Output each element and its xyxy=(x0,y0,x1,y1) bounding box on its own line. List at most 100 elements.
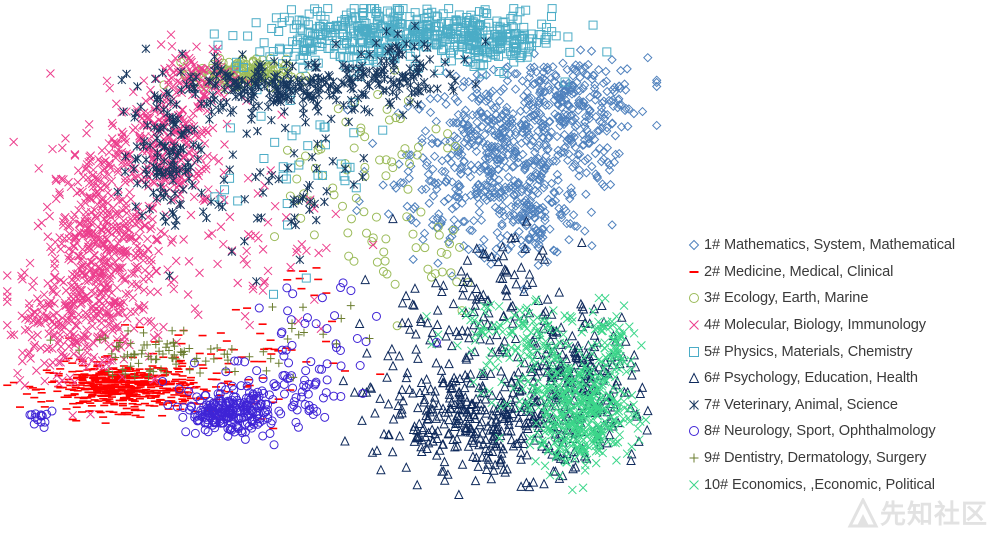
data-point xyxy=(105,300,114,309)
data-point xyxy=(329,77,338,87)
data-point xyxy=(357,61,367,71)
data-point xyxy=(221,71,230,81)
data-point xyxy=(166,127,176,137)
data-point xyxy=(270,232,280,242)
data-point xyxy=(186,401,196,411)
data-point xyxy=(365,50,375,59)
data-point xyxy=(459,382,470,393)
data-point xyxy=(515,34,525,44)
data-point xyxy=(341,117,351,127)
data-point xyxy=(103,285,113,294)
data-point xyxy=(521,215,532,226)
data-point xyxy=(255,60,265,69)
data-point xyxy=(408,254,418,265)
data-point xyxy=(292,247,301,257)
data-point xyxy=(404,173,414,183)
data-point xyxy=(39,422,49,432)
data-point xyxy=(120,134,130,144)
data-point xyxy=(620,85,631,95)
data-point xyxy=(76,200,86,210)
data-point xyxy=(105,228,115,238)
data-point xyxy=(110,257,120,267)
data-point xyxy=(48,317,57,326)
data-point xyxy=(295,157,305,167)
data-point xyxy=(597,179,608,189)
data-point xyxy=(107,176,116,186)
data-point xyxy=(441,330,451,341)
data-point xyxy=(49,273,59,282)
data-point xyxy=(356,38,366,48)
data-point xyxy=(253,126,262,136)
data-point xyxy=(205,115,214,124)
data-point xyxy=(498,404,509,414)
data-point xyxy=(373,78,383,88)
data-point xyxy=(166,278,176,287)
data-point xyxy=(505,394,516,404)
data-point xyxy=(33,221,43,231)
data-point xyxy=(546,197,557,208)
data-point xyxy=(406,80,415,90)
data-point xyxy=(139,300,149,310)
data-point xyxy=(462,325,473,336)
data-point xyxy=(546,73,556,83)
data-point xyxy=(609,157,620,167)
data-point xyxy=(361,387,372,397)
data-point xyxy=(500,185,510,195)
data-point xyxy=(168,138,178,148)
data-point xyxy=(118,246,128,256)
data-point xyxy=(398,73,408,83)
data-point xyxy=(574,165,585,175)
data-point xyxy=(112,226,121,236)
data-point xyxy=(60,213,69,223)
data-point xyxy=(225,212,235,222)
data-point xyxy=(510,402,520,413)
data-point xyxy=(103,198,113,208)
data-point xyxy=(353,73,363,82)
data-point xyxy=(254,303,264,313)
data-point xyxy=(86,264,95,274)
data-point xyxy=(454,10,464,20)
data-point xyxy=(405,324,415,334)
data-point xyxy=(457,459,468,469)
data-point xyxy=(472,185,482,196)
data-point xyxy=(134,301,144,311)
data-point xyxy=(513,177,524,188)
data-point xyxy=(214,105,224,115)
data-point xyxy=(192,392,202,402)
data-point xyxy=(160,229,170,239)
data-point xyxy=(120,167,130,177)
data-point xyxy=(401,372,412,383)
data-point xyxy=(449,215,459,225)
data-point xyxy=(185,148,195,158)
data-point xyxy=(190,357,199,366)
data-point xyxy=(176,130,186,140)
data-point xyxy=(81,276,90,286)
data-point xyxy=(137,175,147,185)
data-point xyxy=(346,214,356,224)
scatter-plot-area xyxy=(2,4,662,500)
data-point xyxy=(81,163,91,173)
data-point xyxy=(485,368,496,378)
data-point xyxy=(519,22,529,32)
data-point xyxy=(189,125,199,134)
data-point xyxy=(120,274,130,284)
data-point xyxy=(227,381,237,391)
data-point xyxy=(575,60,585,71)
data-point xyxy=(495,154,505,164)
data-point xyxy=(428,164,438,174)
data-point xyxy=(403,317,414,327)
data-point xyxy=(204,77,214,87)
data-point xyxy=(465,124,476,135)
data-point xyxy=(167,238,176,247)
data-point xyxy=(85,230,95,240)
data-point xyxy=(202,400,212,410)
data-point xyxy=(482,296,493,306)
data-point xyxy=(433,178,444,188)
data-point xyxy=(360,274,371,285)
data-point xyxy=(482,115,492,126)
data-point xyxy=(589,83,600,94)
data-point xyxy=(240,434,250,444)
data-point xyxy=(309,77,319,87)
data-point xyxy=(91,229,100,238)
data-point xyxy=(104,342,114,351)
